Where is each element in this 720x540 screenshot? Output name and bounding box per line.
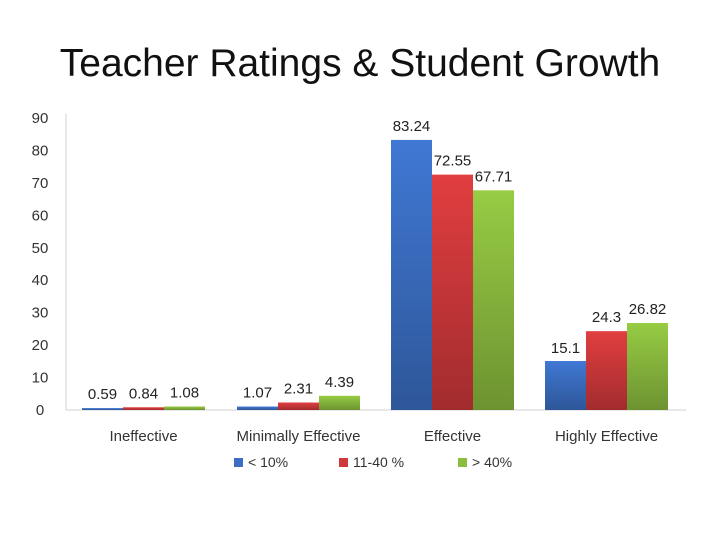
y-tick-label: 30 bbox=[32, 305, 49, 322]
bars-layer bbox=[82, 139, 668, 411]
legend-swatch bbox=[234, 458, 243, 467]
x-category-label: Effective bbox=[424, 428, 481, 445]
bar bbox=[432, 174, 473, 410]
data-label: 72.55 bbox=[434, 153, 472, 170]
data-label: 67.71 bbox=[475, 168, 513, 185]
y-tick-label: 10 bbox=[32, 370, 49, 387]
bar bbox=[164, 406, 205, 410]
x-category-label: Minimally Effective bbox=[237, 428, 361, 445]
legend-label: 11-40 % bbox=[353, 454, 404, 470]
bar bbox=[278, 402, 319, 410]
y-tick-label: 0 bbox=[36, 402, 44, 419]
bar bbox=[391, 139, 432, 411]
data-label: 0.84 bbox=[129, 385, 158, 402]
y-tick-label: 70 bbox=[32, 175, 49, 192]
y-tick-label: 50 bbox=[32, 240, 49, 257]
bar bbox=[319, 395, 360, 410]
x-category-label: Highly Effective bbox=[555, 428, 658, 445]
y-tick-label: 60 bbox=[32, 207, 49, 224]
legend-label: > 40% bbox=[472, 454, 512, 470]
bar bbox=[123, 407, 164, 410]
data-label: 15.1 bbox=[551, 340, 580, 357]
data-label: 1.07 bbox=[243, 385, 272, 402]
data-label: 1.08 bbox=[170, 384, 199, 401]
bar bbox=[627, 322, 668, 410]
bar bbox=[237, 406, 278, 410]
data-label: 83.24 bbox=[393, 118, 431, 135]
legend-label: < 10% bbox=[248, 454, 288, 470]
chart-title: Teacher Ratings & Student Growth bbox=[59, 42, 661, 85]
y-tick-label: 80 bbox=[32, 142, 49, 159]
bar bbox=[545, 361, 586, 410]
data-label: 0.59 bbox=[88, 386, 117, 403]
legend: < 10% 11-40 % > 40% bbox=[234, 454, 512, 470]
bar bbox=[586, 331, 627, 410]
y-tick-label: 90 bbox=[32, 110, 49, 127]
axis-layer: 0 10 20 30 40 50 60 70 80 90 Ineffective Minimally … bbox=[32, 110, 686, 445]
data-label: 24.3 bbox=[592, 309, 621, 326]
bar bbox=[473, 190, 514, 410]
x-category-label: Ineffective bbox=[109, 428, 177, 445]
data-labels-layer: 0.59 1.07 83.24 15.1 0.84 2.31 72.55 24.3 1.08 4.… bbox=[88, 118, 666, 403]
data-label: 26.82 bbox=[629, 301, 667, 318]
data-label: 2.31 bbox=[284, 381, 313, 398]
bar bbox=[82, 408, 123, 410]
y-tick-label: 20 bbox=[32, 337, 49, 354]
data-label: 4.39 bbox=[325, 374, 354, 391]
legend-swatch bbox=[458, 458, 467, 467]
y-tick-label: 40 bbox=[32, 272, 49, 289]
legend-swatch bbox=[339, 458, 348, 467]
